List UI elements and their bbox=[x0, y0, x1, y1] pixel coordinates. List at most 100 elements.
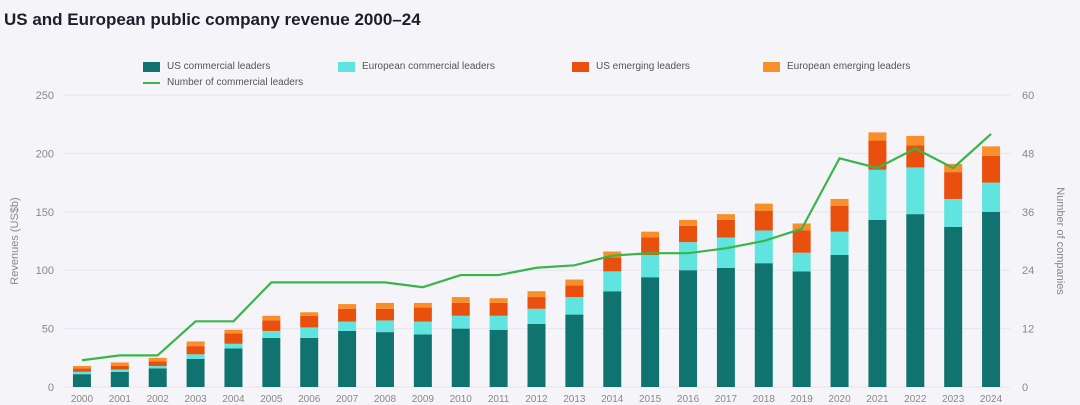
bar-segment-eu-commercial[interactable] bbox=[868, 169, 887, 220]
bar-segment-us-emerging[interactable] bbox=[148, 361, 167, 366]
bar-segment-eu-commercial[interactable] bbox=[716, 237, 735, 268]
bar-segment-eu-commercial[interactable] bbox=[906, 167, 925, 215]
bar-segment-us-commercial[interactable] bbox=[300, 337, 319, 387]
bar-segment-eu-emerging[interactable] bbox=[679, 219, 698, 226]
bar-segment-eu-commercial[interactable] bbox=[792, 252, 811, 272]
bar-segment-eu-emerging[interactable] bbox=[830, 198, 849, 206]
bar-segment-us-commercial[interactable] bbox=[641, 277, 660, 387]
bar-segment-us-commercial[interactable] bbox=[603, 291, 622, 387]
bar-segment-eu-emerging[interactable] bbox=[300, 312, 319, 316]
bar-segment-eu-commercial[interactable] bbox=[679, 242, 698, 271]
bar-segment-us-commercial[interactable] bbox=[868, 219, 887, 387]
bar-segment-eu-emerging[interactable] bbox=[148, 357, 167, 362]
bar-segment-us-commercial[interactable] bbox=[982, 211, 1001, 387]
bar-segment-us-commercial[interactable] bbox=[413, 334, 432, 387]
bar-segment-us-emerging[interactable] bbox=[300, 315, 319, 328]
bar-segment-eu-commercial[interactable] bbox=[148, 365, 167, 369]
bar-segment-eu-commercial[interactable] bbox=[300, 327, 319, 338]
bar-segment-eu-commercial[interactable] bbox=[982, 182, 1001, 212]
bar-segment-us-commercial[interactable] bbox=[565, 314, 584, 387]
bar-segment-eu-commercial[interactable] bbox=[451, 315, 470, 329]
bar-segment-eu-emerging[interactable] bbox=[451, 297, 470, 303]
bar-segment-us-emerging[interactable] bbox=[110, 365, 129, 370]
bar-segment-us-commercial[interactable] bbox=[375, 332, 394, 387]
bar-segment-us-commercial[interactable] bbox=[148, 368, 167, 387]
bar-segment-us-emerging[interactable] bbox=[565, 285, 584, 298]
bar-segment-eu-commercial[interactable] bbox=[641, 255, 660, 278]
legend-line[interactable]: Number of commercial leaders bbox=[143, 77, 303, 88]
bar-segment-us-emerging[interactable] bbox=[868, 140, 887, 170]
bar-segment-eu-commercial[interactable] bbox=[224, 343, 243, 349]
bar-segment-us-emerging[interactable] bbox=[224, 333, 243, 344]
bar-segment-us-commercial[interactable] bbox=[72, 374, 91, 387]
bar-segment-eu-emerging[interactable] bbox=[262, 315, 281, 321]
bar-segment-us-emerging[interactable] bbox=[451, 302, 470, 316]
bar-segment-us-commercial[interactable] bbox=[906, 214, 925, 387]
legend-us-emerging[interactable]: US emerging leaders bbox=[572, 61, 690, 72]
bar-segment-eu-emerging[interactable] bbox=[72, 365, 91, 369]
legend-eu-emerging[interactable]: European emerging leaders bbox=[763, 61, 910, 72]
bar-segment-eu-emerging[interactable] bbox=[186, 341, 205, 347]
bar-segment-eu-commercial[interactable] bbox=[110, 369, 129, 372]
bar-segment-us-commercial[interactable] bbox=[679, 270, 698, 387]
bar-segment-eu-commercial[interactable] bbox=[72, 371, 91, 375]
legend-eu-commercial[interactable]: European commercial leaders bbox=[338, 61, 495, 72]
bar-segment-us-commercial[interactable] bbox=[489, 329, 508, 387]
bar-segment-us-emerging[interactable] bbox=[72, 368, 91, 372]
bar-segment-us-commercial[interactable] bbox=[451, 328, 470, 387]
bar-segment-eu-emerging[interactable] bbox=[603, 251, 622, 258]
bar-segment-eu-emerging[interactable] bbox=[641, 231, 660, 238]
bar-segment-eu-emerging[interactable] bbox=[110, 362, 129, 366]
bar-segment-eu-commercial[interactable] bbox=[186, 354, 205, 359]
bar-segment-us-emerging[interactable] bbox=[603, 257, 622, 272]
bar-segment-eu-commercial[interactable] bbox=[375, 320, 394, 333]
bar-segment-eu-emerging[interactable] bbox=[338, 304, 357, 309]
bar-segment-us-commercial[interactable] bbox=[338, 330, 357, 387]
bar-segment-us-emerging[interactable] bbox=[338, 308, 357, 322]
bar-segment-us-emerging[interactable] bbox=[944, 172, 963, 199]
bar-segment-eu-emerging[interactable] bbox=[982, 146, 1001, 156]
bar-segment-eu-emerging[interactable] bbox=[224, 329, 243, 334]
bar-segment-us-commercial[interactable] bbox=[716, 267, 735, 387]
bar-segment-us-emerging[interactable] bbox=[413, 307, 432, 322]
bar-segment-eu-commercial[interactable] bbox=[944, 198, 963, 227]
bar-segment-eu-commercial[interactable] bbox=[754, 230, 773, 264]
bar-segment-us-commercial[interactable] bbox=[830, 255, 849, 387]
bar-segment-eu-emerging[interactable] bbox=[375, 302, 394, 309]
bar-segment-us-emerging[interactable] bbox=[375, 308, 394, 321]
bar-segment-eu-emerging[interactable] bbox=[413, 302, 432, 308]
bar-segment-eu-commercial[interactable] bbox=[603, 271, 622, 292]
bar-segment-us-emerging[interactable] bbox=[830, 205, 849, 232]
bar-segment-us-commercial[interactable] bbox=[527, 323, 546, 387]
bar-segment-us-emerging[interactable] bbox=[527, 297, 546, 309]
bar-segment-eu-emerging[interactable] bbox=[906, 135, 925, 146]
bar-segment-us-emerging[interactable] bbox=[792, 230, 811, 253]
bar-segment-eu-emerging[interactable] bbox=[527, 291, 546, 298]
bar-segment-us-emerging[interactable] bbox=[489, 302, 508, 316]
bar-segment-us-emerging[interactable] bbox=[982, 155, 1001, 183]
bar-segment-eu-commercial[interactable] bbox=[262, 330, 281, 338]
bar-segment-eu-emerging[interactable] bbox=[868, 132, 887, 141]
bar-segment-eu-emerging[interactable] bbox=[716, 214, 735, 220]
bar-segment-us-commercial[interactable] bbox=[186, 358, 205, 387]
bar-segment-eu-emerging[interactable] bbox=[565, 279, 584, 286]
bar-segment-us-emerging[interactable] bbox=[716, 219, 735, 238]
bar-segment-us-commercial[interactable] bbox=[224, 348, 243, 387]
bar-segment-eu-emerging[interactable] bbox=[754, 203, 773, 211]
bar-segment-us-emerging[interactable] bbox=[262, 320, 281, 331]
bar-segment-us-emerging[interactable] bbox=[186, 346, 205, 355]
bar-segment-eu-commercial[interactable] bbox=[565, 297, 584, 315]
bar-segment-us-commercial[interactable] bbox=[792, 271, 811, 387]
bar-segment-us-emerging[interactable] bbox=[641, 237, 660, 256]
bar-segment-eu-emerging[interactable] bbox=[489, 298, 508, 303]
bar-segment-eu-commercial[interactable] bbox=[413, 321, 432, 335]
bar-segment-us-emerging[interactable] bbox=[679, 225, 698, 243]
bar-segment-eu-commercial[interactable] bbox=[527, 308, 546, 324]
bar-segment-us-commercial[interactable] bbox=[110, 371, 129, 387]
bar-segment-eu-commercial[interactable] bbox=[830, 231, 849, 256]
bar-segment-us-commercial[interactable] bbox=[262, 337, 281, 387]
bar-segment-eu-commercial[interactable] bbox=[338, 321, 357, 331]
bar-segment-eu-commercial[interactable] bbox=[489, 315, 508, 330]
bar-segment-us-emerging[interactable] bbox=[754, 210, 773, 231]
legend-us-commercial[interactable]: US commercial leaders bbox=[143, 61, 270, 72]
